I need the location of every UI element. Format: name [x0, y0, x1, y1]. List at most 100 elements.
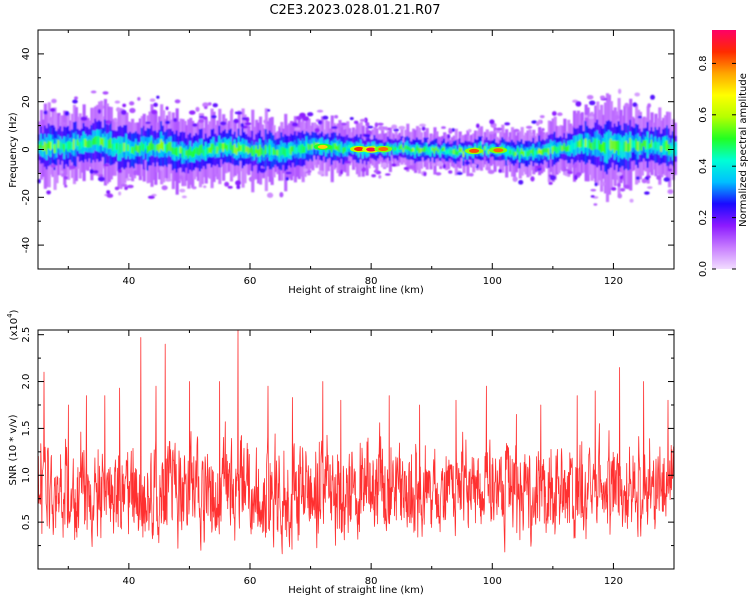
- spectrogram-speckle: [63, 176, 68, 180]
- spectrogram-speckle: [423, 171, 427, 177]
- spectrogram-cell: [666, 140, 670, 152]
- spectrogram-speckle: [374, 122, 379, 128]
- snr-frame: [37, 329, 675, 570]
- spectrogram-cell: [212, 143, 216, 151]
- spectrogram-cell: [195, 146, 199, 155]
- spectrogram-speckle: [195, 106, 200, 112]
- spectrogram-speckle: [90, 90, 97, 94]
- colorbar-tick-label: 0.6: [698, 107, 709, 123]
- spectrogram-cell: [191, 150, 195, 158]
- spectrogram-cell: [565, 146, 569, 152]
- spectrogram-cell: [301, 143, 305, 154]
- spectrogram-speckle: [124, 186, 128, 191]
- spectrogram-cell: [74, 139, 78, 149]
- spectrogram-speckle: [530, 133, 534, 136]
- spectrogram-speckle: [125, 177, 132, 181]
- spectrogram-speckle: [248, 176, 255, 182]
- spectrogram-cell: [664, 140, 668, 150]
- spectrogram-cell: [638, 141, 643, 151]
- spectrogram-speckle: [488, 131, 495, 135]
- spectrogram-cell: [574, 141, 579, 149]
- spectrogram-speckle: [586, 94, 594, 100]
- spectrogram-speckle: [179, 188, 186, 193]
- spectrogram-cell: [121, 142, 125, 152]
- spectrogram-cell: [61, 143, 65, 150]
- spectrogram-cell: [427, 149, 431, 153]
- spectrogram-y-axis-label: Frequency (Hz): [8, 112, 19, 188]
- spectrogram-speckle: [181, 195, 187, 199]
- spectrogram-speckle: [147, 195, 155, 199]
- spectrogram-cell: [658, 142, 662, 150]
- spectrogram-cell: [662, 142, 666, 150]
- spectrogram-speckle: [381, 162, 388, 168]
- spectrogram-cell: [103, 136, 108, 148]
- spectrogram-cell: [332, 143, 336, 150]
- spectrogram-cell: [115, 142, 119, 150]
- spectrogram-cell: [82, 138, 86, 147]
- spectrogram-speckle: [179, 175, 183, 180]
- spectrogram-cell: [154, 145, 158, 153]
- spectrogram-cell: [528, 149, 532, 156]
- spectrogram-cell: [633, 140, 637, 148]
- spectrogram-cell: [258, 144, 263, 157]
- spectrogram-speckle: [151, 193, 157, 197]
- spectrogram-cell: [226, 144, 230, 152]
- spectrogram-speckle: [173, 117, 178, 123]
- spectrogram-cell: [253, 149, 257, 157]
- snr-x-axis-label: Height of straight line (km): [288, 585, 424, 596]
- snr-scale-close: ): [9, 309, 20, 313]
- spectrogram-speckle: [366, 130, 372, 136]
- spectrogram-cell: [458, 147, 462, 153]
- spectrogram-cell: [235, 147, 239, 155]
- spectrogram-speckle: [72, 99, 78, 104]
- spectrogram-cell: [313, 141, 317, 147]
- spectrogram-cell: [340, 144, 344, 150]
- spectrogram-cell: [293, 144, 297, 154]
- spectrogram-speckle: [322, 129, 327, 134]
- spectrogram-cell: [173, 147, 177, 155]
- colorbar-scale: [712, 30, 736, 269]
- spectrogram-y-tick-label: -40: [21, 237, 32, 253]
- spectrogram-cell: [107, 139, 111, 149]
- spectrogram-cell: [65, 142, 69, 150]
- spectrogram-speckle: [530, 176, 535, 182]
- spectrogram-speckle: [153, 102, 158, 108]
- spectrogram-speckle: [620, 187, 626, 192]
- spectrogram-speckle: [618, 88, 622, 94]
- spectrogram-cell: [650, 139, 654, 148]
- spectrogram-cell: [185, 150, 189, 156]
- spectrogram-speckle: [191, 186, 197, 190]
- spectrogram-x-tick-label: 40: [122, 276, 135, 287]
- spectrogram-speckle: [551, 111, 557, 116]
- spectrogram-speckle: [663, 177, 671, 182]
- spectrogram-cell: [286, 148, 290, 157]
- spectrogram-speckle: [107, 120, 112, 124]
- spectrogram-cell: [227, 143, 232, 150]
- spectrogram-speckle: [50, 164, 57, 168]
- spectrogram-cell: [113, 143, 117, 151]
- spectrogram-speckle: [637, 115, 642, 119]
- spectrogram-cell: [59, 141, 63, 150]
- spectrogram-cell: [140, 141, 144, 151]
- spectrogram-speckle: [421, 126, 426, 131]
- spectrogram-cell: [631, 139, 635, 149]
- snr-x-tick-label: 60: [244, 576, 257, 587]
- spectrogram-cell: [582, 143, 586, 150]
- spectrogram-speckle: [371, 174, 377, 178]
- spectrogram-cell: [193, 148, 197, 158]
- spectrogram-cell: [288, 147, 292, 154]
- spectrogram-peak: [317, 144, 328, 149]
- spectrogram-cell: [571, 143, 575, 150]
- spectrogram-speckle: [227, 185, 233, 189]
- spectrogram-speckle: [60, 170, 64, 174]
- spectrogram-speckle: [113, 117, 118, 123]
- spectrogram-speckle: [285, 176, 289, 181]
- spectrogram-speckle: [204, 106, 208, 110]
- colorbar-label: Normalized spectral amplitude: [738, 73, 749, 227]
- spectrogram-speckle: [203, 116, 208, 120]
- spectrogram-cell: [101, 138, 106, 147]
- spectrogram-speckle: [359, 118, 366, 122]
- spectrogram-speckle: [442, 163, 447, 169]
- spectrogram-speckle: [593, 203, 598, 206]
- spectrogram-cell: [200, 144, 204, 154]
